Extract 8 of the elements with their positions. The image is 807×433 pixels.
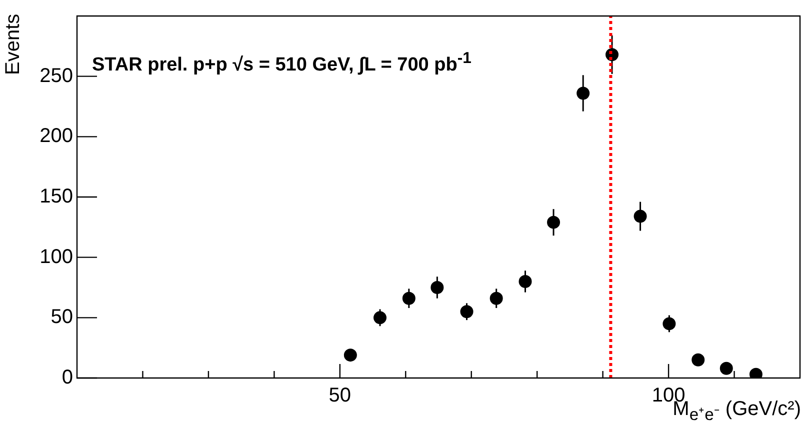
y-tick-label: 250	[40, 64, 73, 87]
annotation: STAR prel. p+p √s = 510 GeV, ∫L = 700 pb$^{-1}$	[92, 50, 472, 76]
y-tick-label: 100	[40, 246, 73, 268]
y-axis-title: Events	[2, 14, 25, 75]
y-tick-label: 200	[40, 125, 73, 148]
y-tick-label: 0	[62, 366, 73, 389]
y-tick-label: 150	[40, 186, 73, 208]
y-tick-label: 50	[50, 306, 73, 328]
